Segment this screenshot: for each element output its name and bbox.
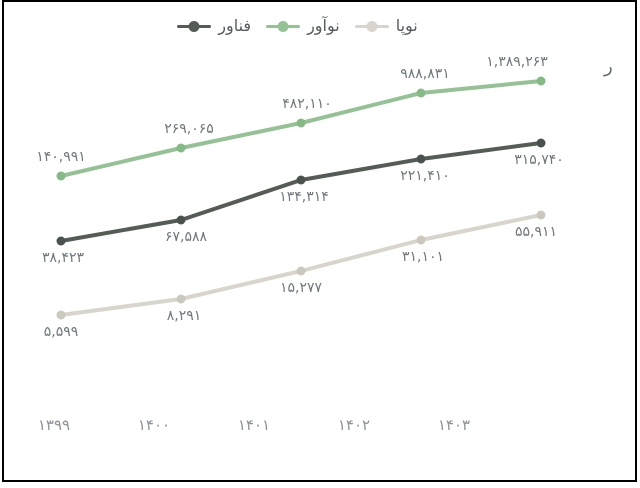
- data-point-startup: [296, 266, 306, 276]
- data-label-startup: ۵,۵۹۹: [44, 324, 79, 340]
- x-axis-label: ۱۴۰۲: [338, 416, 370, 434]
- data-point-innovator: [296, 118, 306, 128]
- data-label-innovator: ۹۸۸,۸۳۱: [400, 66, 450, 82]
- legend-item-startup[interactable]: نوپا: [354, 16, 418, 35]
- line-chart: ۱۳۹۹ ۱۴۰۰ ۱۴۰۱ ۱۴۰۲ ۱۴۰۳ ۱۴۰,۹۹۱ ۲۶۹,۰۶۵ ۴۸۲,۱۱…: [36, 54, 564, 434]
- legend-dot-icon: [366, 20, 378, 32]
- data-point-startup: [416, 235, 426, 245]
- data-label-innovator: ۴۸۲,۱۱۰: [282, 96, 332, 112]
- data-point-innovator: [56, 171, 66, 181]
- data-point-startup: [176, 294, 186, 304]
- legend-label: نوآور: [307, 16, 340, 35]
- legend-label: نوپا: [395, 16, 418, 35]
- data-label-technologist: ۱۳۴,۳۱۴: [279, 189, 329, 205]
- data-point-technologist: [176, 215, 186, 225]
- x-axis-label: ۱۴۰۰: [138, 416, 170, 434]
- chart-frame: فناور نوآور نوپا ر ۱۳۹۹ ۱۴۰۰ ۱۴۰۱ ۱۴۰۲ ۱۴۰۳ ۱۴۰…: [2, 0, 637, 482]
- legend-item-innovator[interactable]: نوآور: [266, 18, 340, 34]
- chart-legend: فناور نوآور نوپا: [0, 18, 613, 34]
- x-axis-label: ۱۴۰۱: [238, 416, 270, 434]
- data-label-technologist: ۳۱۵,۷۴۰: [514, 152, 564, 168]
- data-label-startup: ۸,۲۹۱: [167, 308, 202, 324]
- data-point-startup: [536, 210, 546, 220]
- data-point-technologist: [536, 138, 546, 148]
- data-point-innovator: [176, 143, 186, 153]
- data-point-innovator: [536, 76, 546, 86]
- data-point-technologist: [56, 236, 66, 246]
- data-point-innovator: [416, 88, 426, 98]
- legend-item-technologist[interactable]: فناور: [177, 18, 251, 34]
- data-point-startup: [56, 310, 66, 320]
- data-label-startup: ۳۱,۱۰۱: [402, 249, 444, 265]
- x-axis-label: ۱۳۹۹: [38, 416, 70, 434]
- data-label-startup: ۱۵,۲۷۷: [280, 280, 323, 296]
- legend-series-marker-icon: [177, 20, 212, 32]
- x-axis-label: ۱۴۰۳: [438, 416, 470, 434]
- data-label-technologist: ۲۲۱,۴۱۰: [400, 168, 450, 184]
- clipped-title-text: ر: [604, 56, 613, 77]
- data-label-technologist: ۳۸,۴۲۳: [42, 250, 85, 266]
- data-label-innovator: ۱,۳۸۹,۲۶۳: [486, 54, 548, 70]
- legend-dot-icon: [277, 20, 289, 32]
- data-point-technologist: [296, 175, 306, 185]
- data-label-technologist: ۶۷,۵۸۸: [165, 229, 208, 245]
- legend-series-marker-icon: [266, 20, 301, 32]
- data-label-startup: ۵۵,۹۱۱: [515, 224, 557, 240]
- data-label-innovator: ۱۴۰,۹۹۱: [36, 149, 86, 165]
- data-point-technologist: [416, 154, 426, 164]
- legend-dot-icon: [188, 20, 200, 32]
- legend-series-marker-icon: [354, 20, 389, 32]
- data-label-innovator: ۲۶۹,۰۶۵: [164, 121, 214, 137]
- legend-label: فناور: [218, 16, 252, 35]
